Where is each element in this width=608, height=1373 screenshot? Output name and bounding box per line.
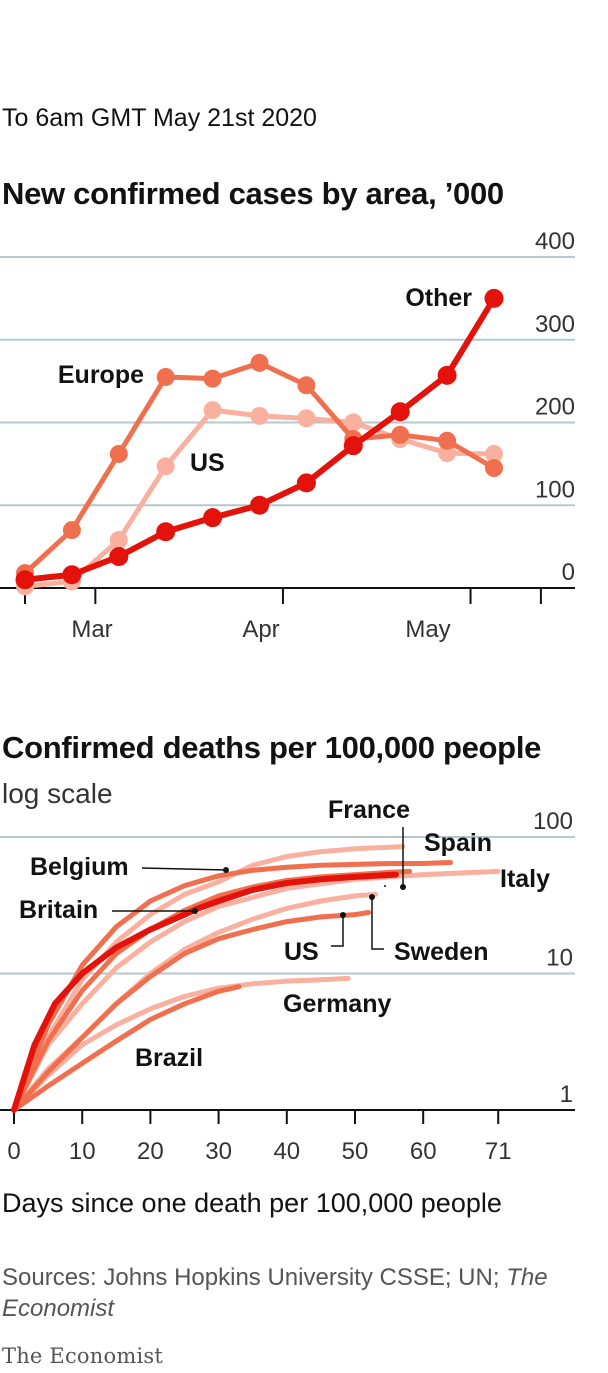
data-point [109, 531, 128, 550]
x-tick-label: 10 [69, 1138, 96, 1165]
deaths-chart: 1 10 100 0 10 20 30 40 50 60 71 France Spain Italy Bel… [0, 796, 575, 1165]
leader-belgium [141, 867, 227, 871]
x-tick-label: 30 [205, 1138, 232, 1165]
data-point [250, 406, 269, 425]
data-point [343, 436, 363, 456]
y-tick-label: 300 [535, 311, 575, 338]
x-tick-label: 20 [137, 1138, 164, 1165]
data-point [203, 401, 222, 420]
data-point [484, 288, 504, 308]
x-tick-label: 50 [342, 1138, 369, 1165]
data-point [156, 522, 176, 542]
series-label-spain: Spain [424, 829, 492, 857]
leader-sweden [371, 897, 384, 950]
data-point [62, 521, 81, 540]
data-point [203, 508, 223, 528]
data-point [485, 444, 503, 463]
y-tick-label: 100 [535, 476, 575, 503]
data-point [297, 376, 316, 395]
series-label-italy: Italy [500, 865, 550, 893]
series-line-us [11, 910, 372, 1113]
data-point [62, 565, 82, 585]
chart-subtitle: To 6am GMT May 21st 2020 [2, 104, 317, 132]
leader-dot [192, 908, 198, 914]
data-point [156, 367, 175, 386]
y-tick-label: 200 [535, 394, 575, 421]
data-point [296, 473, 316, 493]
x-tick-label: May [405, 616, 450, 643]
series-label-europe: Europe [58, 361, 144, 389]
x-tick-label: 60 [410, 1138, 437, 1165]
leader-us [331, 915, 344, 947]
leader-dot [340, 912, 346, 918]
leader-dot [400, 884, 406, 890]
x-tick-label: Mar [71, 616, 112, 643]
data-point [485, 459, 503, 478]
data-point [390, 402, 410, 422]
x-tick-label: 40 [273, 1138, 300, 1165]
leader-dot [369, 894, 375, 900]
data-point [250, 353, 269, 372]
data-point [437, 365, 457, 385]
data-point [438, 444, 457, 463]
data-point [250, 495, 269, 515]
y-tick-label: 1 [560, 1081, 573, 1108]
series-label-france: France [328, 796, 410, 824]
data-point [297, 409, 316, 428]
x-tick-label: Apr [242, 616, 279, 643]
y-tick-label: 100 [533, 808, 573, 835]
data-point [109, 547, 129, 567]
chart2-title: Confirmed deaths per 100,000 people [2, 730, 542, 765]
x-tick-label: 71 [485, 1138, 512, 1165]
series-label-britain: Britain [19, 896, 98, 924]
series-label-other: Other [405, 284, 472, 312]
y-tick-label: 10 [546, 945, 573, 972]
data-point [109, 444, 128, 463]
data-point [203, 369, 222, 388]
data-point [15, 570, 35, 590]
series-line-belgium [11, 844, 406, 1113]
series-label-germany: Germany [283, 990, 391, 1018]
source-italic: The Economist [2, 1264, 548, 1322]
series-label-sweden: Sweden [394, 938, 488, 966]
chart1-title: New confirmed cases by area, ’000 [2, 176, 504, 211]
leader-dot [223, 867, 229, 873]
data-point [156, 457, 175, 476]
y-tick-label: 400 [535, 228, 575, 255]
series-line-germany [11, 975, 351, 1113]
source-prefix: Sources: Johns Hopkins University CSSE; … [2, 1264, 507, 1291]
data-point [344, 413, 363, 432]
series-label-us: US [190, 449, 225, 477]
x-tick-label: 0 [7, 1138, 20, 1165]
source-note: Sources: Johns Hopkins University CSSE; … [2, 1262, 562, 1324]
series-line-spain [11, 860, 453, 1113]
chart2-x-axis-label: Days since one death per 100,000 people [2, 1188, 502, 1218]
cases-chart: 0 100 200 300 400 Mar Apr May Europe US Other [0, 228, 575, 643]
data-point [391, 425, 410, 444]
series-line-brazil [11, 984, 242, 1113]
series-label-belgium: Belgium [30, 853, 129, 881]
brand-logo: The Economist [2, 1344, 163, 1368]
y-tick-label: 0 [562, 559, 575, 586]
series-label-brazil: Brazil [135, 1044, 203, 1072]
data-point [438, 431, 457, 450]
series-label-us: US [284, 938, 319, 966]
chart2-scale-note: log scale [2, 778, 113, 809]
